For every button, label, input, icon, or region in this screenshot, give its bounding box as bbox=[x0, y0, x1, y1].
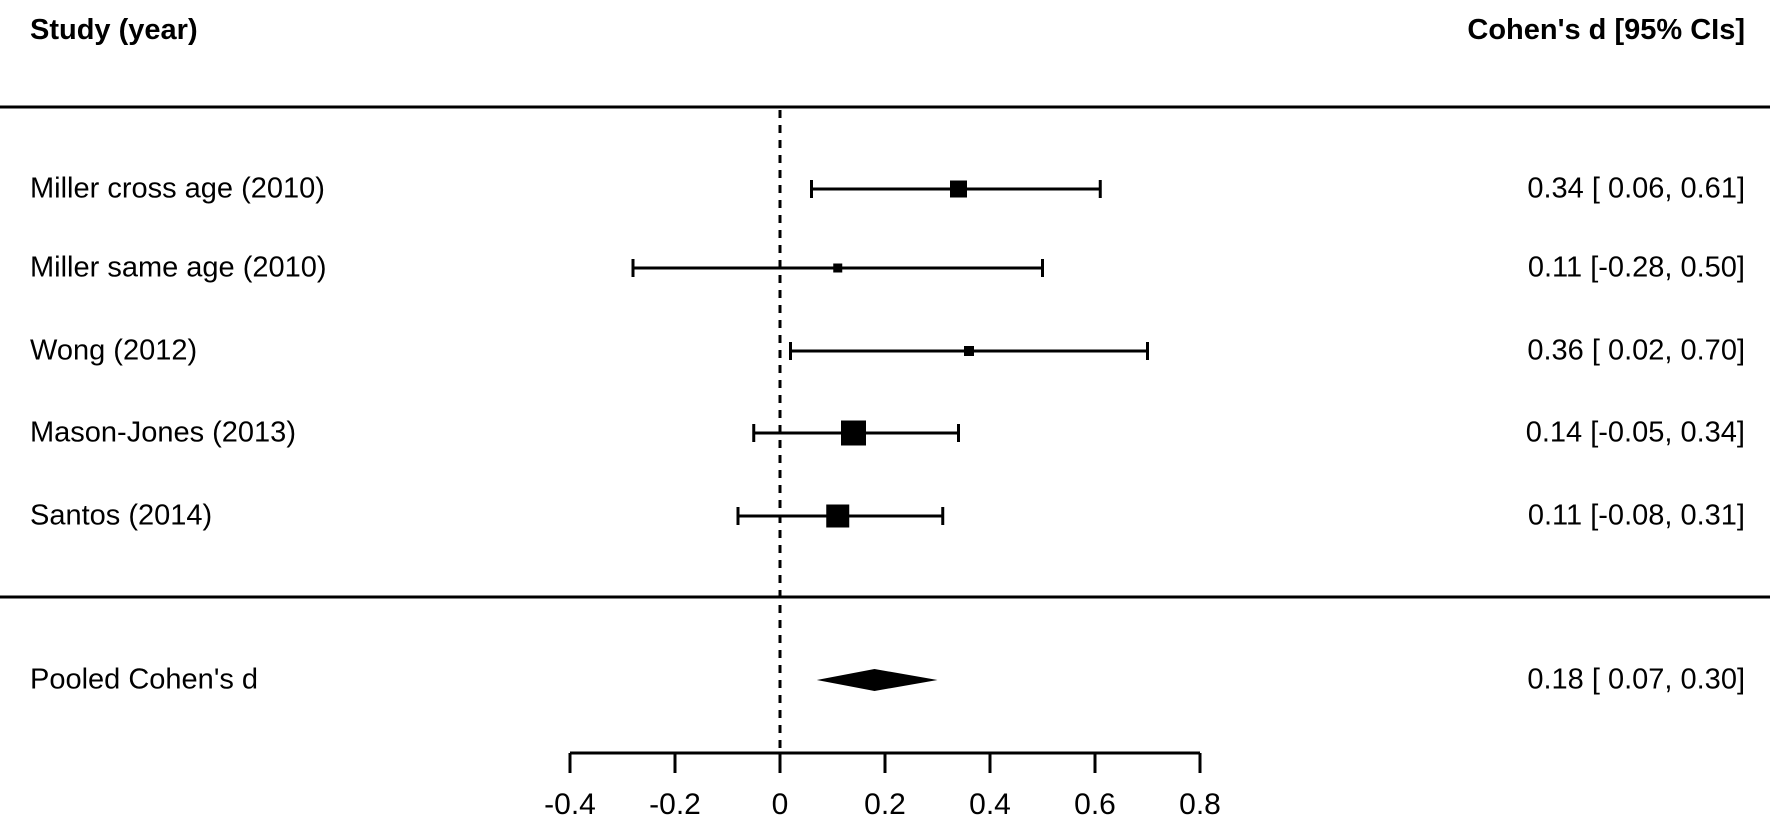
effect-square bbox=[833, 263, 843, 273]
study-label: Mason-Jones (2013) bbox=[30, 416, 296, 449]
study-value: 0.14 [-0.05, 0.34] bbox=[1525, 416, 1745, 449]
study-value: 0.11 [-0.08, 0.31] bbox=[1527, 499, 1745, 532]
effect-square bbox=[826, 504, 850, 528]
x-axis-tick-label: 0.2 bbox=[864, 788, 906, 821]
effect-square bbox=[841, 420, 866, 446]
x-axis-tick-label: 0.4 bbox=[969, 788, 1011, 821]
x-axis-tick-label: -0.4 bbox=[544, 788, 596, 821]
study-value: 0.11 [-0.28, 0.50] bbox=[1527, 251, 1745, 284]
column-header-study: Study (year) bbox=[30, 14, 198, 46]
study-value: 0.36 [ 0.02, 0.70] bbox=[1527, 334, 1745, 367]
x-axis-tick-label: -0.2 bbox=[649, 788, 701, 821]
x-axis-tick-label: 0.8 bbox=[1179, 788, 1221, 821]
study-value: 0.34 [ 0.06, 0.61] bbox=[1527, 172, 1745, 205]
study-label: Miller cross age (2010) bbox=[30, 172, 325, 205]
effect-square bbox=[964, 346, 974, 356]
pooled-diamond bbox=[816, 669, 938, 691]
pooled-label: Pooled Cohen's d bbox=[30, 663, 259, 696]
column-header-effect: Cohen's d [95% CIs] bbox=[1467, 14, 1745, 46]
study-label: Wong (2012) bbox=[30, 334, 198, 367]
x-axis-tick-label: 0 bbox=[771, 788, 789, 821]
study-label: Miller same age (2010) bbox=[30, 251, 327, 284]
effect-square bbox=[950, 180, 967, 198]
x-axis-tick-label: 0.6 bbox=[1074, 788, 1116, 821]
study-label: Santos (2014) bbox=[30, 499, 213, 532]
pooled-value: 0.18 [ 0.07, 0.30] bbox=[1527, 663, 1745, 696]
